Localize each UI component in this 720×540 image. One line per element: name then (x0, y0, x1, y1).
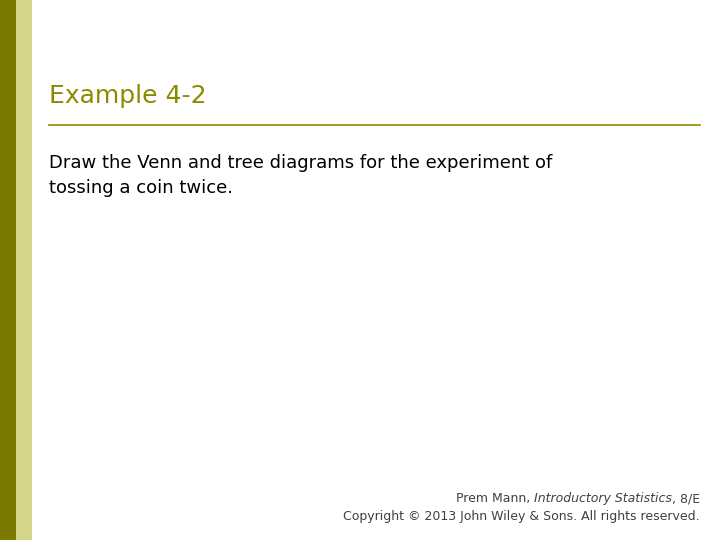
Text: Copyright © 2013 John Wiley & Sons. All rights reserved.: Copyright © 2013 John Wiley & Sons. All … (343, 510, 700, 523)
Text: Prem Mann,: Prem Mann, (456, 492, 534, 505)
Text: Draw the Venn and tree diagrams for the experiment of: Draw the Venn and tree diagrams for the … (49, 154, 552, 172)
Text: Introductory Statistics: Introductory Statistics (534, 492, 672, 505)
Text: tossing a coin twice.: tossing a coin twice. (49, 179, 233, 197)
Text: Example 4-2: Example 4-2 (49, 84, 207, 107)
Text: , 8/E: , 8/E (672, 492, 700, 505)
